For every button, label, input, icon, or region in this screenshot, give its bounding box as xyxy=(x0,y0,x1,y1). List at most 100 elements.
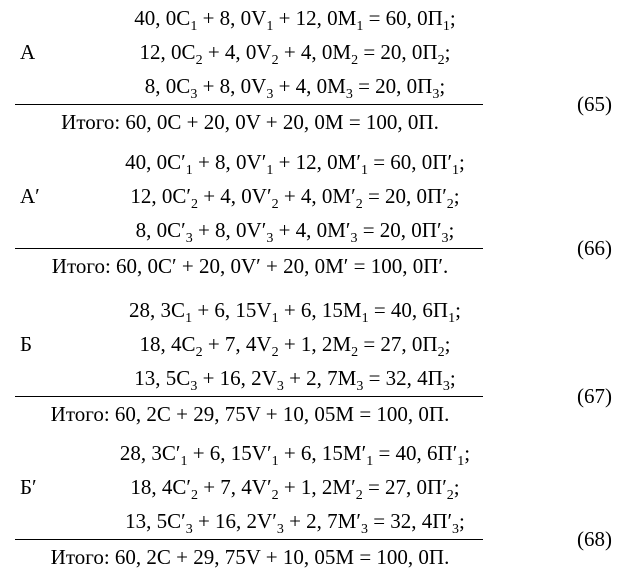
equation-part: = 40, 6П′ xyxy=(373,441,458,465)
equation-part: ; xyxy=(453,184,460,208)
subscript: 2 xyxy=(446,197,454,212)
subscript: 1 xyxy=(452,163,460,178)
equation-part: = 20, 0П′ xyxy=(362,184,447,208)
subscript: 3 xyxy=(190,379,198,394)
total-line: Итого: 60, 2C + 29, 75V + 10, 05M = 100,… xyxy=(50,545,450,569)
equation-part: + 7, 4V xyxy=(202,332,272,356)
equation-line: 12, 0C′2 + 4, 0V′2 + 4, 0M′2 = 20, 0П′2; xyxy=(100,184,490,212)
equation-line: 12, 0C2 + 4, 0V2 + 4, 0M2 = 20, 0П2; xyxy=(100,40,490,68)
block-label: А xyxy=(20,40,36,64)
equation-part: = 60, 0П′ xyxy=(367,150,453,174)
equation-part: ; xyxy=(459,509,465,533)
equation-part: + 4, 0M xyxy=(273,74,346,98)
equation-part: + 6, 15M xyxy=(278,298,362,322)
equation-line: 8, 0C3 + 8, 0V3 + 4, 0M3 = 20, 0П3; xyxy=(100,74,490,102)
subscript: 2 xyxy=(351,53,359,68)
subscript: 3 xyxy=(185,231,193,246)
equation-part: 8, 0C xyxy=(144,74,191,98)
block-label: Б′ xyxy=(20,475,37,499)
subscript: 2 xyxy=(271,488,279,503)
subscript: 3 xyxy=(360,522,368,537)
equation-part: = 40, 6П xyxy=(368,298,449,322)
equation-part: + 2, 7M′ xyxy=(283,509,361,533)
subscript: 3 xyxy=(185,522,193,537)
subscript: 1 xyxy=(266,19,274,34)
subscript: 3 xyxy=(452,522,460,537)
equation-number: (66) xyxy=(577,236,612,260)
subscript: 2 xyxy=(271,53,279,68)
subscript: 2 xyxy=(446,488,454,503)
subscript: 2 xyxy=(437,345,445,360)
equation-part: ; xyxy=(459,150,465,174)
subscript: 3 xyxy=(190,87,198,102)
equation-line: 28, 3C1 + 6, 15V1 + 6, 15M1 = 40, 6П1; xyxy=(100,298,490,326)
subscript: 2 xyxy=(190,197,198,212)
subscript: 1 xyxy=(271,311,279,326)
subscript: 1 xyxy=(266,163,274,178)
subscript: 1 xyxy=(457,454,465,469)
equation-part: 8, 0C′ xyxy=(135,218,186,242)
equation-number: (65) xyxy=(577,92,612,116)
subscript: 1 xyxy=(190,19,198,34)
subscript: 3 xyxy=(356,379,364,394)
equation-part: + 8, 0V′ xyxy=(192,218,267,242)
equation-part: ; xyxy=(455,298,461,322)
subscript: 2 xyxy=(355,197,363,212)
subscript: 1 xyxy=(360,163,368,178)
equation-part: + 1, 2M′ xyxy=(278,475,356,499)
subscript: 2 xyxy=(190,488,198,503)
sum-rule xyxy=(15,539,483,540)
block-label: Б xyxy=(20,332,33,356)
equation-part: = 32, 4П′ xyxy=(367,509,453,533)
equation-part: = 27, 0П xyxy=(358,332,438,356)
subscript: 3 xyxy=(441,231,449,246)
equation-line: 18, 4C2 + 7, 4V2 + 1, 2M2 = 27, 0П2; xyxy=(100,332,490,360)
equation-part: 40, 0C′ xyxy=(125,150,186,174)
equation-part: + 4, 0V xyxy=(202,40,272,64)
subscript: 3 xyxy=(276,522,284,537)
equation-line: 8, 0C′3 + 8, 0V′3 + 4, 0M′3 = 20, 0П′3; xyxy=(100,218,490,246)
subscript: 2 xyxy=(355,488,363,503)
equation-part: 40, 0C xyxy=(134,6,191,30)
equation-part: = 20, 0П′ xyxy=(357,218,442,242)
subscript: 3 xyxy=(345,87,353,102)
subscript: 1 xyxy=(448,311,456,326)
equation-part: ; xyxy=(439,74,446,98)
total-line: Итого: 60, 0C + 20, 0V + 20, 0M = 100, 0… xyxy=(61,110,439,134)
subscript: 2 xyxy=(437,53,445,68)
subscript: 2 xyxy=(351,345,359,360)
subscript: 1 xyxy=(356,19,364,34)
equation-part: + 4, 0M′ xyxy=(273,218,351,242)
sum-rule xyxy=(15,104,483,105)
sum-rule xyxy=(15,396,483,397)
block-label: А′ xyxy=(20,184,40,208)
subscript: 2 xyxy=(271,197,279,212)
equation-part: + 12, 0M xyxy=(273,6,357,30)
equation-part: + 16, 2V xyxy=(197,366,277,390)
equation-part: = 32, 4П xyxy=(363,366,443,390)
subscript: 3 xyxy=(266,231,274,246)
subscript: 2 xyxy=(271,345,279,360)
equation-part: 12, 0C′ xyxy=(130,184,191,208)
equation-part: + 7, 4V′ xyxy=(197,475,272,499)
equation-part: ; xyxy=(448,218,455,242)
subscript: 3 xyxy=(350,231,358,246)
equation-part: 28, 3C′ xyxy=(119,441,181,465)
equation-part: 28, 3C xyxy=(129,298,186,322)
equation-line: 13, 5C′3 + 16, 2V′3 + 2, 7M′3 = 32, 4П′3… xyxy=(100,509,490,537)
total-line: Итого: 60, 2C + 29, 75V + 10, 05M = 100,… xyxy=(50,402,450,426)
equation-part: + 12, 0M′ xyxy=(273,150,361,174)
equation-part: = 20, 0П xyxy=(352,74,433,98)
equation-part: 13, 5C′ xyxy=(125,509,186,533)
equation-part: + 16, 2V′ xyxy=(192,509,277,533)
equation-part: 18, 4C xyxy=(139,332,196,356)
equation-part: 12, 0C xyxy=(139,40,196,64)
subscript: 1 xyxy=(185,163,193,178)
equation-part: + 4, 0V′ xyxy=(197,184,272,208)
subscript: 1 xyxy=(366,454,374,469)
equation-part: + 6, 15V xyxy=(192,298,272,322)
equation-part: + 4, 0M xyxy=(278,40,352,64)
subscript: 1 xyxy=(442,19,450,34)
subscript: 1 xyxy=(361,311,369,326)
